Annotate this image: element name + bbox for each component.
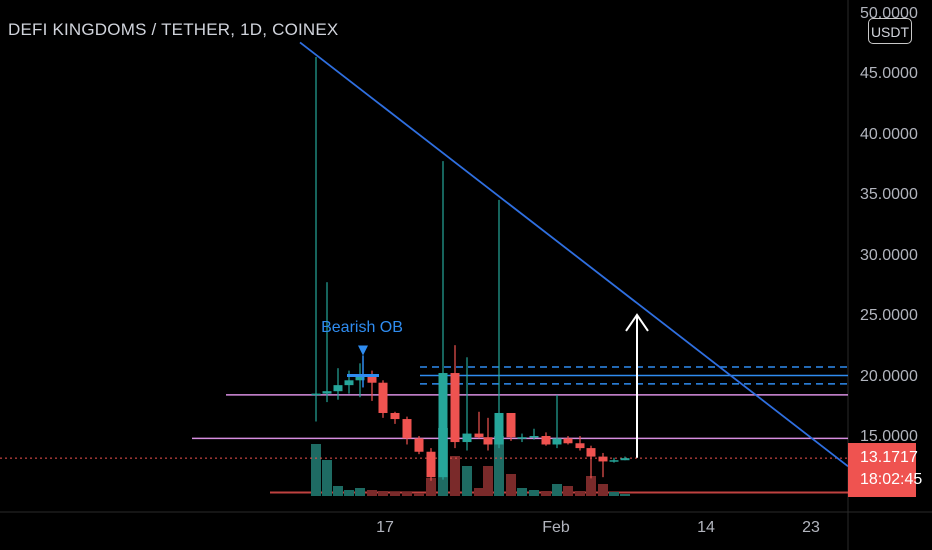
volume-bar	[462, 466, 472, 496]
volume-bar	[344, 490, 354, 496]
volume-bar	[494, 436, 504, 496]
volume-bar	[450, 456, 460, 496]
trendline-layer	[299, 41, 849, 467]
candle-body	[586, 448, 596, 457]
y-axis[interactable]: 15.0000 20.0000 25.0000 30.0000 35.0000 …	[860, 5, 918, 445]
y-tick-label: 20.0000	[860, 368, 918, 385]
candle-body	[450, 373, 460, 443]
volume-bar	[586, 476, 596, 496]
x-tick-label: 17	[376, 519, 394, 536]
volume-bar	[506, 474, 516, 496]
candle-body	[367, 375, 377, 383]
candle-body	[552, 438, 562, 445]
volume-bar	[355, 488, 365, 496]
x-tick-label: 23	[802, 519, 820, 536]
last-price-value: 13.1717	[860, 449, 918, 466]
x-tick-label: Feb	[542, 519, 570, 536]
y-tick-label: 15.0000	[860, 428, 918, 445]
volume-bar	[541, 491, 551, 496]
volume-bar	[414, 493, 424, 496]
candle-body	[426, 451, 436, 478]
candle-body	[414, 438, 424, 452]
y-tick-label: 50.0000	[860, 5, 918, 22]
target-arrow-head	[625, 313, 649, 332]
candle-body	[355, 375, 365, 381]
candle-body	[474, 433, 484, 438]
horizontal-levels	[0, 366, 848, 459]
volume-bar	[333, 486, 343, 496]
candle-body	[506, 412, 516, 438]
volume-bar	[552, 484, 562, 496]
volume-bar	[529, 490, 539, 496]
candle-body	[462, 433, 472, 443]
volume-bar	[517, 488, 527, 496]
chart-title: DEFI KINGDOMS / TETHER, 1D, COINEX	[8, 20, 339, 39]
volume-bar	[322, 460, 332, 496]
candle-body	[517, 437, 527, 439]
annotation-layer: Bearish OB	[321, 313, 649, 458]
y-tick-label: 40.0000	[860, 126, 918, 143]
candle-body	[402, 419, 412, 439]
x-tick-label: 14	[697, 519, 715, 536]
candle-body	[494, 412, 504, 445]
candle-body	[322, 391, 332, 394]
volume-bar	[575, 491, 585, 496]
candle-body	[598, 456, 608, 462]
candle-body	[333, 385, 343, 392]
volume-bar	[474, 488, 484, 496]
candle-body	[438, 373, 448, 478]
y-tick-label: 30.0000	[860, 247, 918, 264]
candle-body	[609, 460, 619, 462]
volume-bar	[378, 491, 388, 496]
last-price-badge: 13.1717 18:02:45	[848, 443, 923, 497]
volume-bar	[598, 484, 608, 496]
x-axis[interactable]: 17 Feb 14 23	[376, 519, 820, 536]
volume-bar	[311, 444, 321, 496]
candles	[311, 56, 630, 481]
bearish-ob-label: Bearish OB	[321, 319, 403, 336]
volume-bar	[483, 466, 493, 496]
y-tick-label: 35.0000	[860, 186, 918, 203]
volume-bar	[426, 478, 436, 496]
candle-body	[529, 436, 539, 438]
volume-bar	[367, 490, 377, 496]
candle-body	[344, 380, 354, 386]
bar-countdown: 18:02:45	[860, 471, 923, 488]
y-tick-label: 45.0000	[860, 65, 918, 82]
volume-bar	[402, 492, 412, 496]
candle-body	[390, 412, 400, 420]
candle-body	[563, 438, 573, 444]
candle-body	[378, 382, 388, 413]
currency-button[interactable]: USDT	[868, 18, 912, 44]
candle-body	[575, 443, 585, 449]
volume-bar	[620, 494, 630, 496]
volume-bar	[563, 486, 573, 496]
bearish-ob-marker-icon	[358, 345, 368, 356]
candle-body	[620, 458, 630, 461]
y-tick-label: 25.0000	[860, 307, 918, 324]
volume-bar	[390, 492, 400, 496]
candle-body	[311, 393, 321, 396]
volume-bar	[609, 492, 619, 496]
candle-body	[541, 436, 551, 445]
candle-body	[483, 437, 493, 445]
descending-trendline	[299, 41, 849, 467]
